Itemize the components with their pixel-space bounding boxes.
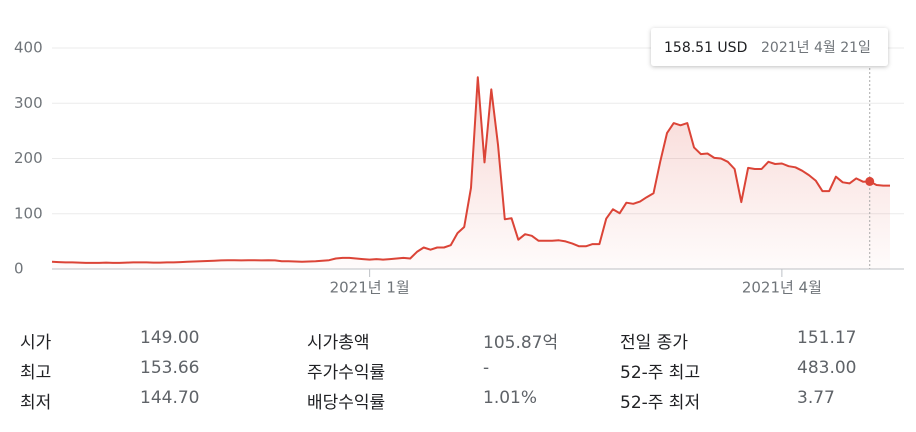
y-tick-label: 0 — [14, 260, 24, 278]
hover-point — [865, 176, 875, 186]
stat-label: 최저 — [20, 393, 52, 413]
y-tick-label: 300 — [14, 94, 43, 112]
stat-label: 시가총액 — [307, 333, 370, 353]
stat-value: 144.70 — [140, 388, 200, 408]
x-tick-label: 2021년 4월 — [742, 279, 822, 297]
tooltip-value: 158.51 USD — [664, 40, 747, 56]
stat-value: - — [483, 358, 490, 378]
stat-label: 최고 — [20, 363, 52, 383]
x-tick-label: 2021년 1월 — [330, 279, 410, 297]
tooltip-box — [651, 28, 888, 66]
stat-value: 105.87억 — [483, 333, 559, 353]
stat-value: 151.17 — [797, 328, 857, 348]
stat-value: 1.01% — [483, 388, 538, 408]
chart: 0 100 200 300 400 2021년 1월 2021년 4월 158.51 USD… — [14, 28, 904, 297]
stat-label: 52-주 최저 — [620, 393, 701, 413]
stat-label: 배당수익률 — [307, 393, 386, 413]
price-line — [51, 76, 890, 264]
stat-label: 주가수익률 — [307, 363, 386, 383]
stat-label: 시가 — [20, 333, 52, 353]
y-tick-label: 400 — [14, 39, 43, 57]
tooltip-date: 2021년 4월 21일 — [761, 40, 871, 56]
stat-label: 전일 종가 — [620, 333, 688, 353]
stat-value: 483.00 — [797, 358, 857, 378]
area — [52, 77, 890, 269]
stat-label: 52-주 최고 — [620, 363, 701, 383]
stat-value: 3.77 — [797, 388, 835, 408]
stat-value: 149.00 — [140, 328, 200, 348]
y-tick-label: 100 — [14, 204, 43, 222]
stat-value: 153.66 — [140, 358, 200, 378]
y-tick-label: 200 — [14, 149, 43, 167]
